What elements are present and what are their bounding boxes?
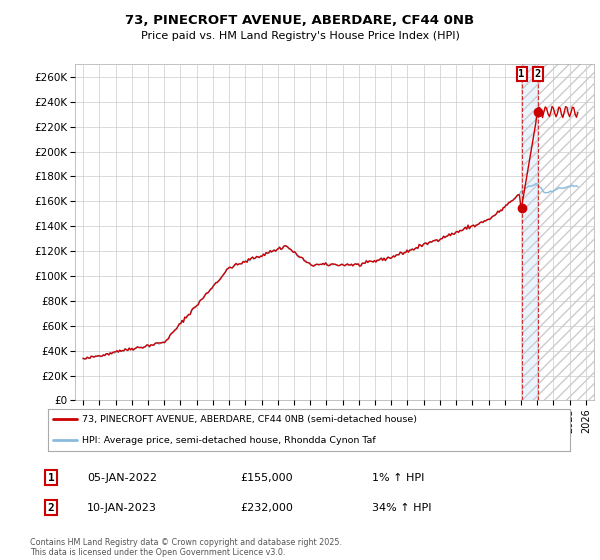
Text: 1% ↑ HPI: 1% ↑ HPI	[372, 473, 424, 483]
Text: 1: 1	[518, 69, 524, 80]
Text: Price paid vs. HM Land Registry's House Price Index (HPI): Price paid vs. HM Land Registry's House …	[140, 31, 460, 41]
Text: Contains HM Land Registry data © Crown copyright and database right 2025.
This d: Contains HM Land Registry data © Crown c…	[30, 538, 342, 557]
Text: 2: 2	[535, 69, 541, 80]
Text: 10-JAN-2023: 10-JAN-2023	[87, 503, 157, 513]
Text: 2: 2	[47, 503, 55, 513]
Text: 73, PINECROFT AVENUE, ABERDARE, CF44 0NB (semi-detached house): 73, PINECROFT AVENUE, ABERDARE, CF44 0NB…	[82, 415, 417, 424]
Text: £155,000: £155,000	[240, 473, 293, 483]
Text: HPI: Average price, semi-detached house, Rhondda Cynon Taf: HPI: Average price, semi-detached house,…	[82, 436, 376, 445]
Text: 73, PINECROFT AVENUE, ABERDARE, CF44 0NB: 73, PINECROFT AVENUE, ABERDARE, CF44 0NB	[125, 14, 475, 27]
Text: 1: 1	[47, 473, 55, 483]
Text: £232,000: £232,000	[240, 503, 293, 513]
Text: 34% ↑ HPI: 34% ↑ HPI	[372, 503, 431, 513]
Text: 05-JAN-2022: 05-JAN-2022	[87, 473, 157, 483]
Bar	[521, 64, 594, 400]
Bar	[521, 64, 538, 400]
